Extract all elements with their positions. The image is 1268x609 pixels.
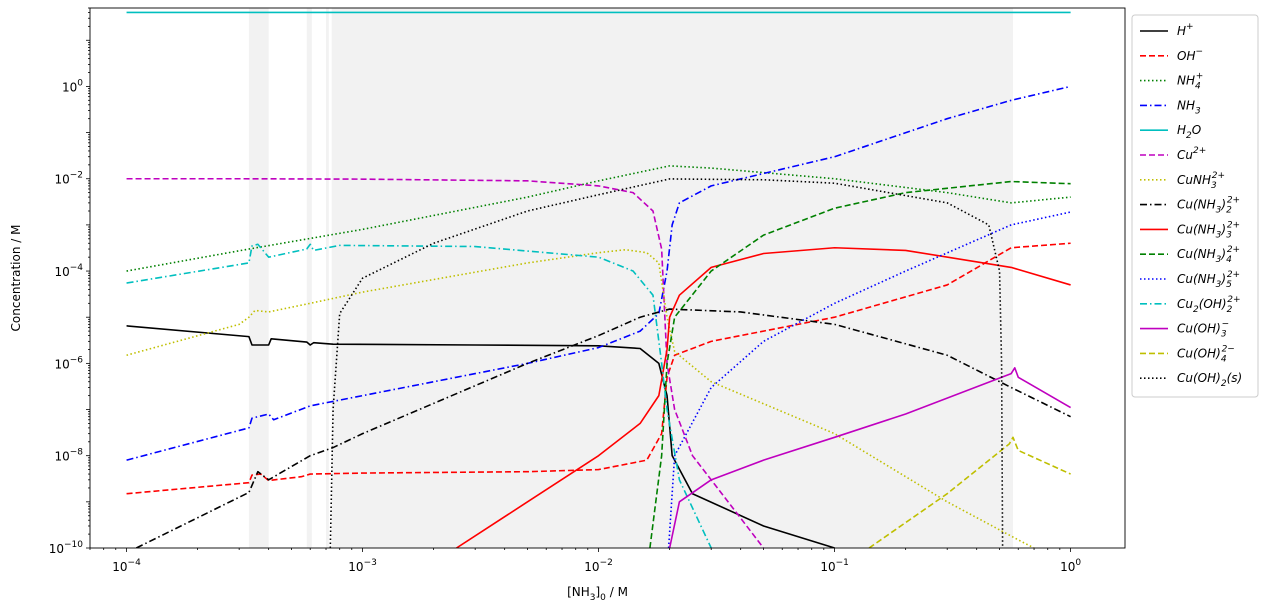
legend-label: H2O [1177, 123, 1201, 141]
plot-area [90, 8, 1125, 548]
legend-label: Cu(NH3)32+ [1177, 220, 1240, 240]
series-line [649, 180, 1071, 548]
tick-label: 10−3 [348, 558, 377, 574]
tick-label: 10−4 [54, 263, 83, 279]
tick-label: 10−8 [54, 448, 83, 464]
tick-label: 100 [62, 78, 83, 94]
shaded-region [248, 8, 269, 548]
series-group [126, 11, 1072, 548]
tick-label: 10−2 [584, 558, 613, 574]
series-line [126, 165, 1071, 272]
tick-label: 10−6 [54, 355, 83, 371]
tick-label: 10−4 [112, 558, 141, 574]
legend-label: Cu(NH3)22+ [1177, 196, 1240, 216]
tick-label: 10−10 [49, 540, 84, 556]
series-line [126, 85, 1071, 461]
tick-label: 100 [1060, 558, 1081, 574]
legend-label: Cu(OH)42− [1177, 344, 1235, 364]
legend-label: Cu2(OH)22+ [1177, 295, 1241, 315]
legend-label: Cu(OH)2(s) [1177, 371, 1242, 389]
series-line [329, 178, 1004, 548]
legend-box [1131, 14, 1259, 398]
plot-background [90, 8, 1125, 548]
series-line [456, 246, 1071, 548]
legend-label: NH3 [1177, 98, 1201, 116]
shaded-region [306, 8, 312, 548]
tick-label: 10−1 [820, 558, 849, 574]
tick-label: 10−2 [54, 171, 83, 187]
legend-label: OH− [1177, 47, 1203, 63]
legend: H+ OH− NH4+ NH3 H2O Cu2+ CuNH32+ Cu(NH3)22+ Cu(N… [1131, 14, 1259, 398]
series-line [126, 325, 835, 548]
series-line [135, 308, 1071, 548]
legend-label: CuNH32+ [1177, 171, 1225, 191]
shaded-region [326, 8, 329, 548]
series-line [667, 211, 1071, 548]
legend-label: Cu(NH3)42+ [1177, 245, 1240, 265]
series-line [126, 243, 712, 548]
axes-group: 10−4 10−3 10−2 10−1 100 10−10 10−8 10−6 10−4 10−2… [49, 7, 1126, 574]
legend-label: Cu(NH3)52+ [1177, 270, 1240, 290]
y-axis-label: Concentration / M [9, 225, 23, 332]
series-line [668, 367, 1072, 548]
series-line [126, 177, 765, 548]
legend-label: H+ [1177, 22, 1194, 38]
legend-label: Cu(OH)3− [1177, 320, 1229, 340]
shaded-region [331, 8, 1013, 548]
legend-label: NH4+ [1177, 72, 1203, 92]
x-axis-label: [NH3]0 / M [567, 585, 628, 603]
legend-label: Cu2+ [1177, 146, 1206, 162]
